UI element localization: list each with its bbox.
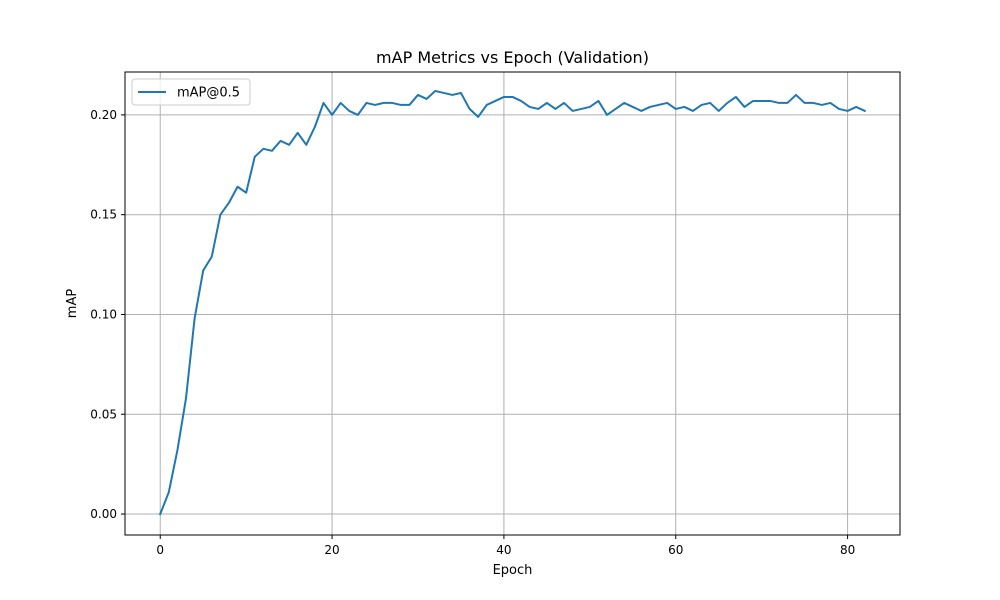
y-tick-label: 0.15: [90, 208, 117, 222]
y-axis-ticks: 0.00 0.05 0.10 0.15 0.20: [90, 108, 125, 521]
y-tick-label: 0.00: [90, 507, 117, 521]
series-line-map50: [158, 89, 867, 516]
y-tick-label: 0.20: [90, 108, 117, 122]
x-tick-label: 40: [496, 543, 511, 557]
x-tick-label: 20: [324, 543, 339, 557]
grid-lines: [125, 72, 900, 535]
legend: mAP@0.5: [131, 78, 251, 106]
x-axis-label: Epoch: [493, 563, 533, 578]
x-tick-label: 80: [840, 543, 855, 557]
series-lines: [158, 89, 867, 516]
y-tick-label: 0.05: [90, 407, 117, 421]
chart-title: mAP Metrics vs Epoch (Validation): [376, 48, 649, 67]
legend-label: mAP@0.5: [177, 86, 240, 101]
y-tick-label: 0.10: [90, 307, 117, 321]
legend-box: [131, 78, 251, 106]
plot-frame: [124, 71, 901, 536]
x-axis-ticks: 0 20 40 60 80: [156, 535, 855, 557]
y-axis-label: mAP: [65, 289, 80, 319]
x-tick-label: 60: [668, 543, 683, 557]
x-tick-label: 0: [156, 543, 164, 557]
